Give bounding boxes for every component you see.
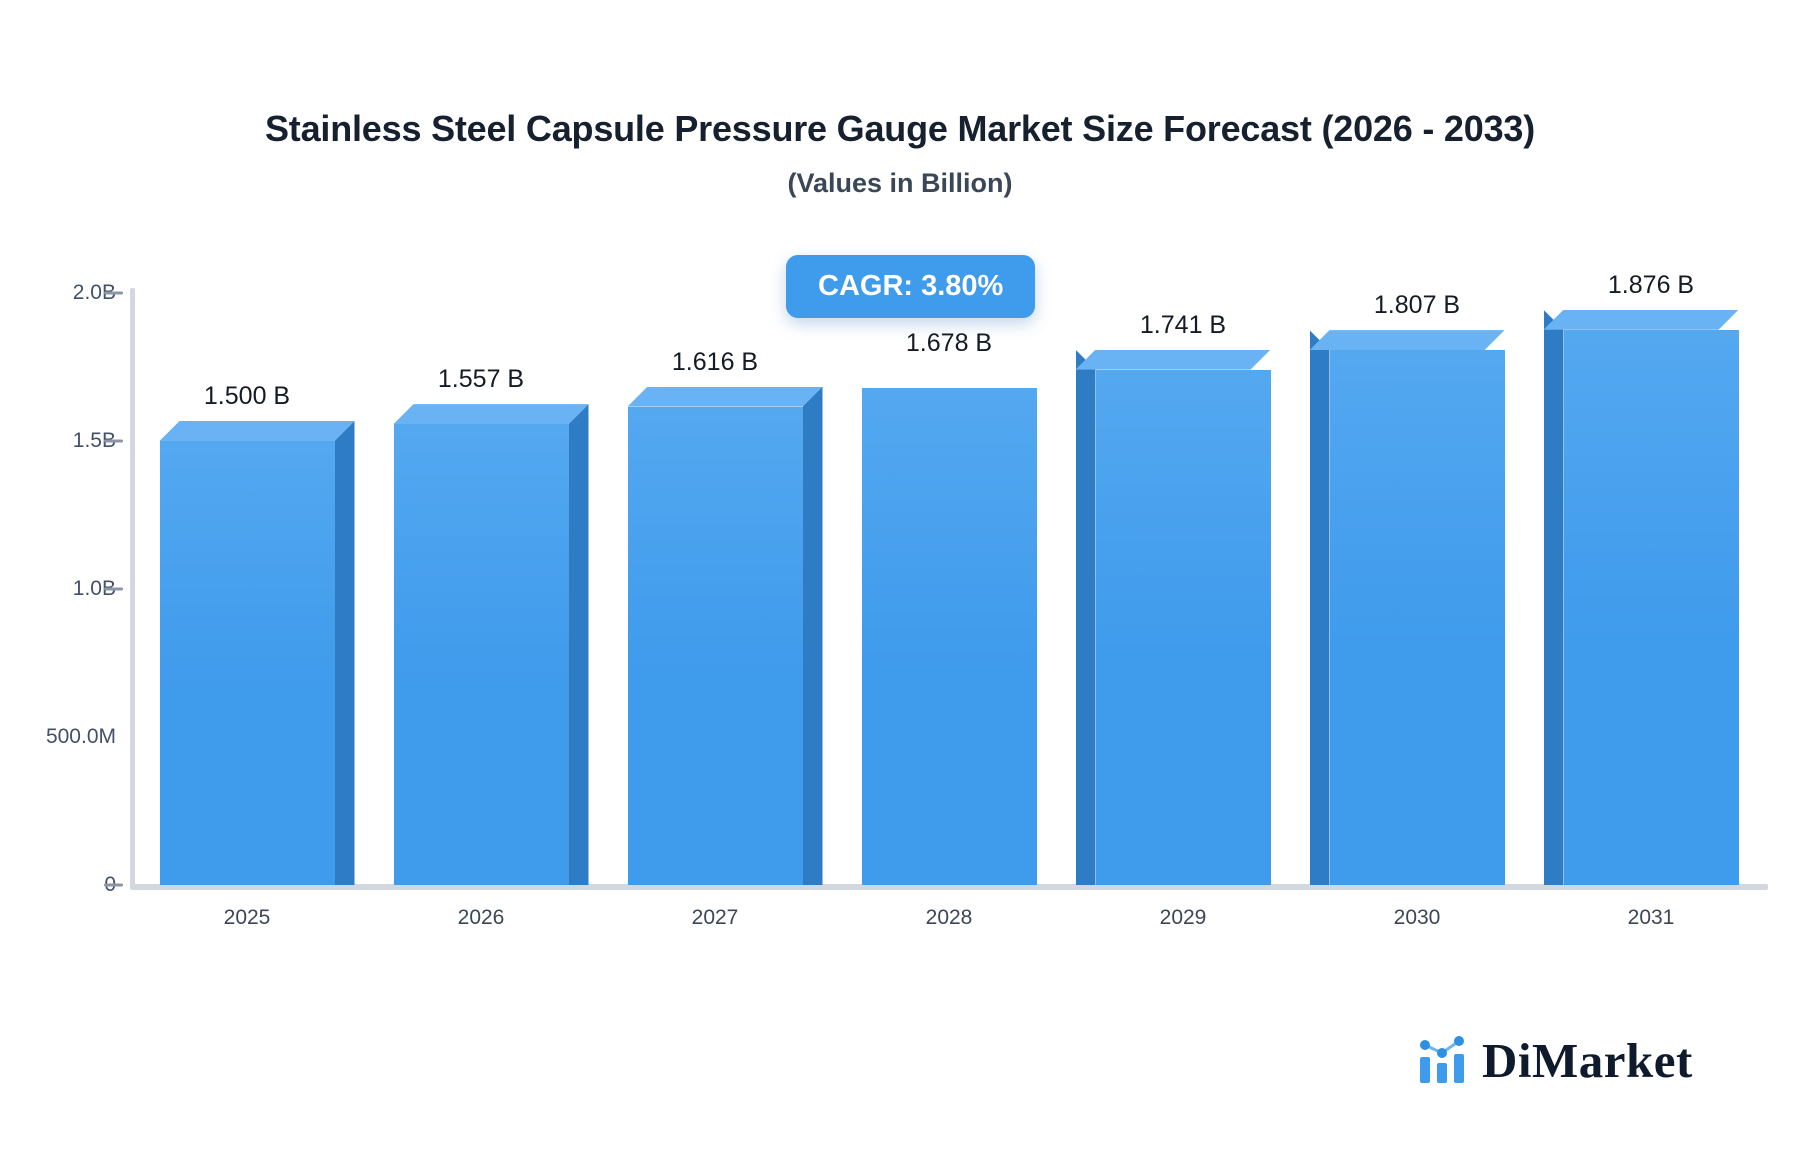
bar-value-label: 1.678 B bbox=[905, 329, 993, 358]
bar-top-panel bbox=[1076, 350, 1271, 370]
bar-top-panel bbox=[1310, 330, 1505, 350]
chart-subtitle: (Values in Billion) bbox=[787, 168, 1013, 198]
bar-chart-icon bbox=[1418, 1035, 1468, 1085]
bar-top-panel bbox=[160, 421, 355, 441]
bar-value-label: 1.741 B bbox=[1139, 310, 1227, 339]
bar-face bbox=[393, 424, 569, 885]
chart-title: Stainless Steel Capsule Pressure Gauge M… bbox=[264, 108, 1535, 149]
bar: 1.741 B bbox=[1075, 311, 1271, 885]
bar-top-panel bbox=[394, 404, 589, 424]
bar-face bbox=[1095, 369, 1271, 885]
x-tick-label: 2030 bbox=[1393, 906, 1441, 929]
y-tick-label: 1.0B bbox=[72, 577, 116, 600]
y-axis-line bbox=[130, 288, 135, 888]
y-tick-mark bbox=[104, 291, 123, 295]
bar-face bbox=[1329, 350, 1505, 885]
bar-side-panel bbox=[334, 421, 355, 885]
bar-side-panel bbox=[1543, 309, 1564, 885]
bar-value-label: 1.876 B bbox=[1607, 270, 1695, 299]
y-tick-label: 2.0B bbox=[72, 281, 116, 304]
bar: 1.807 B bbox=[1309, 291, 1505, 885]
plot-area: 1.500 B 1.557 B 1.616 B 1.678 B 1.741 B 1.807… bbox=[130, 271, 1760, 889]
x-tick-label: 2025 bbox=[223, 906, 271, 929]
brand-name: DiMarket bbox=[1482, 1033, 1693, 1088]
bar-value-label: 1.807 B bbox=[1373, 291, 1461, 320]
bar: 1.876 B bbox=[1543, 271, 1739, 885]
x-tick-label: 2027 bbox=[691, 906, 739, 929]
x-tick-label: 2029 bbox=[1159, 906, 1207, 929]
bar-value-label: 1.616 B bbox=[671, 347, 759, 376]
y-tick-mark bbox=[104, 883, 123, 887]
bar-side-panel bbox=[568, 404, 589, 885]
y-tick-mark bbox=[104, 439, 123, 443]
bar-face bbox=[861, 388, 1037, 885]
bar: 1.678 B bbox=[861, 329, 1037, 885]
bar-side-panel bbox=[1309, 330, 1330, 885]
cagr-badge: CAGR: 3.80% bbox=[786, 255, 1036, 318]
bar-value-label: 1.500 B bbox=[203, 382, 291, 410]
x-axis-line bbox=[130, 884, 1768, 890]
x-tick-label: 2028 bbox=[925, 906, 973, 929]
bar-top-panel bbox=[1544, 310, 1739, 330]
brand-logo: DiMarket bbox=[1418, 1035, 1693, 1085]
bar-face bbox=[1563, 329, 1739, 885]
y-tick-label: 1.5B bbox=[72, 429, 116, 452]
bar: 1.616 B bbox=[627, 348, 823, 885]
x-tick-label: 2031 bbox=[1627, 906, 1675, 929]
bar-side-panel bbox=[1075, 349, 1096, 885]
bar-top-panel bbox=[628, 387, 823, 407]
y-tick-label: 500.0M bbox=[45, 725, 116, 748]
bar-side-panel bbox=[802, 386, 823, 885]
bar-face bbox=[627, 406, 803, 885]
y-tick-mark bbox=[104, 587, 123, 591]
bar-value-label: 1.557 B bbox=[437, 365, 525, 394]
bar: 1.500 B bbox=[159, 382, 355, 885]
x-tick-label: 2026 bbox=[457, 906, 505, 929]
bar-face bbox=[159, 441, 335, 885]
bar: 1.557 B bbox=[393, 365, 589, 885]
